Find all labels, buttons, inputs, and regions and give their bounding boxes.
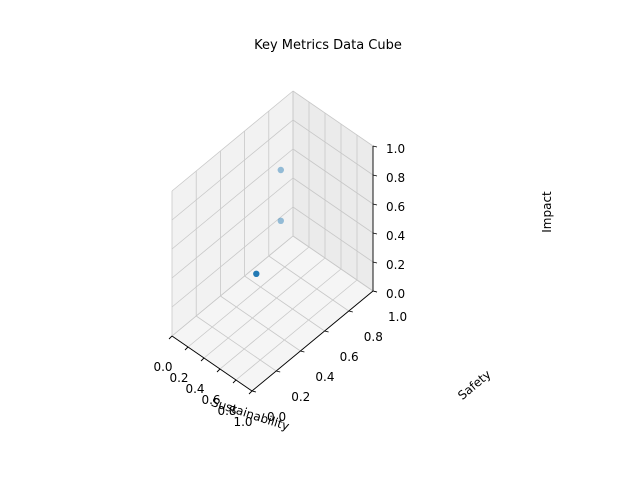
gridline-z-left <box>171 206 294 308</box>
x-tick-label: 0.4 <box>185 382 204 396</box>
tick-labels: 0.00.20.40.60.81.0 0.00.20.40.60.81.00.00… <box>153 142 407 429</box>
gridline-z-back <box>292 148 374 205</box>
gridline-z-back <box>292 206 374 263</box>
y-tick-mark <box>324 330 329 333</box>
y-tick-label: 0.2 <box>291 390 310 404</box>
y-tick-mark <box>300 350 305 353</box>
y-tick-mark <box>276 370 281 373</box>
gridline-x-floor <box>187 246 310 348</box>
gridline-z-back <box>292 119 374 176</box>
x-tick-mark <box>216 368 221 373</box>
data-point <box>277 217 284 224</box>
gridline-x-floor <box>235 279 358 381</box>
x-tick-label: 0.2 <box>169 371 188 385</box>
left-pane <box>172 91 293 336</box>
x-axis-line <box>171 335 253 392</box>
z-tick-mark <box>372 261 378 264</box>
z-tick-mark <box>372 145 378 148</box>
gridline-z-back <box>292 177 374 234</box>
gridline-x-floor <box>219 268 342 370</box>
x-tick-label: 0.8 <box>217 404 236 418</box>
y-tick-label: 0.6 <box>340 350 359 364</box>
gridline-z-back <box>292 90 374 147</box>
gridlines <box>171 90 374 392</box>
y-tick-label: 0.4 <box>315 370 334 384</box>
gridline-y-floor <box>292 235 374 292</box>
data-point <box>277 166 284 174</box>
z-tick-label: 0.8 <box>386 171 405 185</box>
x-tick-mark <box>200 357 205 362</box>
chart-title: Key Metrics Data Cube <box>254 38 402 53</box>
gridline-y-floor <box>195 315 277 372</box>
z-tick-label: 0.6 <box>386 200 405 214</box>
gridline-z-left <box>171 90 294 192</box>
z-tick-mark <box>372 174 378 177</box>
y-axis-label: Safety <box>455 367 493 402</box>
data-point <box>253 270 260 277</box>
axis-panes <box>172 91 373 391</box>
x-tick-mark <box>232 379 237 384</box>
y-tick-mark <box>372 290 378 293</box>
x-tick-mark <box>184 346 189 351</box>
z-tick-label: 1.0 <box>386 142 405 156</box>
gridline-y-floor <box>220 295 301 352</box>
gridline-x-floor <box>203 257 326 359</box>
x-tick-mark <box>168 335 173 340</box>
data-points <box>253 166 284 277</box>
x-tick-label: 1.0 <box>233 415 252 429</box>
gridline-z-left <box>171 119 294 221</box>
gridline-z-left <box>171 177 294 279</box>
y-tick-mark <box>348 310 353 313</box>
gridline-y-floor <box>268 255 350 312</box>
floor-pane <box>172 236 373 391</box>
y-tick-label: 1.0 <box>388 310 407 324</box>
gridline-z-left <box>171 235 294 337</box>
z-tick-mark <box>372 203 378 206</box>
axis-lines <box>168 145 378 395</box>
z-axis-label: Impact <box>540 191 554 233</box>
y-tick-mark <box>251 390 257 393</box>
gridline-y-floor <box>244 275 325 332</box>
z-tick-label: 0.2 <box>386 258 405 272</box>
gridline-z-left <box>171 148 294 250</box>
x-tick-label: 0.6 <box>201 393 220 407</box>
z-tick-label: 0.4 <box>386 229 405 243</box>
z-tick-label: 0.0 <box>386 287 405 301</box>
z-tick-mark <box>372 232 378 235</box>
back-pane <box>293 91 373 291</box>
x-tick-label: 0.0 <box>153 360 172 374</box>
y-tick-label: 0.8 <box>364 330 383 344</box>
y-axis-line <box>251 290 374 392</box>
y-tick-label: 0.0 <box>267 410 286 424</box>
x-tick-mark <box>248 390 253 395</box>
